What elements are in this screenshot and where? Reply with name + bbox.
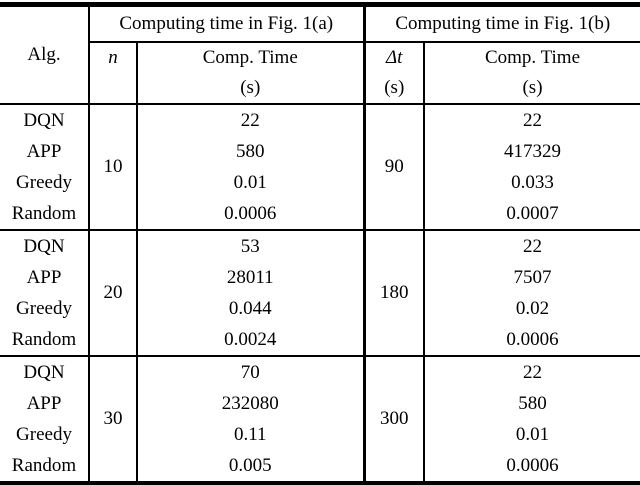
alg-cell: APP: [0, 136, 90, 167]
time-b-cell: 22: [523, 109, 542, 131]
alg-cell: Random: [0, 198, 90, 231]
time-a-cell: 0.044: [137, 293, 366, 324]
group-a-title: Computing time in Fig. 1(a): [89, 4, 366, 43]
time-a-cell: 0.0006: [137, 198, 366, 231]
n-symbol: n: [108, 47, 118, 68]
table-row: APP 28011 7507: [0, 262, 640, 293]
table-body: DQN 10 22 90 22 APP 580 417329 Greedy 0.…: [0, 104, 640, 484]
table-row: DQN 20 53 180 22: [0, 230, 640, 357]
n-value-cell: 10: [89, 104, 138, 231]
header-span-row: Alg. Computing time in Fig. 1(a) Computi…: [0, 4, 640, 105]
comp-time-unit: (s): [240, 77, 261, 98]
table-row: Random 0.0006 0.0007: [0, 198, 640, 231]
comp-time-b-header: Comp. Time (s): [424, 42, 640, 105]
table-row: Greedy 0.044 0.02: [0, 293, 640, 324]
time-b-cell: 417329: [504, 140, 561, 162]
n-value-cell: 30: [89, 356, 138, 484]
table-row: APP 580 417329: [0, 136, 640, 167]
time-a-cell: 53: [137, 230, 366, 262]
alg-cell: DQN: [0, 356, 90, 388]
alg-cell: Random: [0, 324, 90, 357]
comp-time-label: Comp. Time: [202, 47, 298, 68]
alg-cell: Greedy: [0, 293, 90, 324]
time-b-cell: 0.0007: [424, 198, 640, 231]
alg-cell: Greedy: [0, 419, 90, 450]
table-row: Random 0.005 0.0006: [0, 450, 640, 484]
table-row: Greedy 0.11 0.01: [0, 419, 640, 450]
alg-cell: DQN: [0, 104, 90, 136]
time-a-cell: 22: [137, 104, 366, 136]
table-header: Alg. Computing time in Fig. 1(a) Computi…: [0, 4, 640, 105]
dt-value-cell: 300: [364, 356, 425, 484]
table-row: Greedy 0.01 0.033: [0, 167, 640, 198]
alg-column-header: Alg.: [0, 4, 90, 105]
group-b-title: Computing time in Fig. 1(b): [364, 4, 640, 43]
table-row: APP 232080 580: [0, 388, 640, 419]
time-a-cell: 232080: [137, 388, 366, 419]
time-b-cell: 22: [523, 235, 542, 257]
n-value-cell: 20: [89, 230, 138, 357]
time-b-cell: 22: [523, 361, 542, 383]
time-b-cell: 0.0006: [424, 324, 640, 357]
dt-unit: (s): [384, 77, 405, 98]
table-row: DQN 10 22 90 22: [0, 104, 640, 231]
time-a-cell: 0.01: [137, 167, 366, 198]
time-b-cell: 580: [518, 392, 547, 414]
dt-column-header: Δt (s): [364, 42, 425, 105]
time-b-cell: 0.02: [515, 297, 550, 319]
time-a-cell: 0.0024: [137, 324, 366, 357]
alg-cell: DQN: [0, 230, 90, 262]
table-row: DQN 30 70 300 22: [0, 356, 640, 484]
header-cols-row: n Comp. Time (s) Δt (s) Comp. Time (s): [0, 42, 640, 105]
time-b-cell: 0.033: [511, 171, 554, 193]
time-b-cell: 0.0006: [506, 454, 559, 476]
comp-time-unit: (s): [522, 77, 543, 98]
comp-time-label: Comp. Time: [484, 47, 581, 68]
time-b-cell: 0.01: [515, 423, 550, 445]
alg-cell: Greedy: [0, 167, 90, 198]
alg-cell: Random: [0, 450, 90, 484]
alg-cell: APP: [0, 388, 90, 419]
comp-time-a-header: Comp. Time (s): [137, 42, 366, 105]
time-a-cell: 28011: [137, 262, 366, 293]
time-a-cell: 0.11: [137, 419, 366, 450]
time-b-cell: 7507: [513, 266, 552, 288]
dt-symbol: Δt: [386, 47, 403, 68]
table-row: Random 0.0024 0.0006: [0, 324, 640, 357]
time-a-cell: 0.005: [137, 450, 366, 484]
dt-value-cell: 180: [364, 230, 425, 357]
n-column-header: n: [89, 42, 138, 105]
alg-cell: APP: [0, 262, 90, 293]
dt-value-cell: 90: [364, 104, 425, 231]
time-a-cell: 70: [137, 356, 366, 388]
time-a-cell: 580: [137, 136, 366, 167]
